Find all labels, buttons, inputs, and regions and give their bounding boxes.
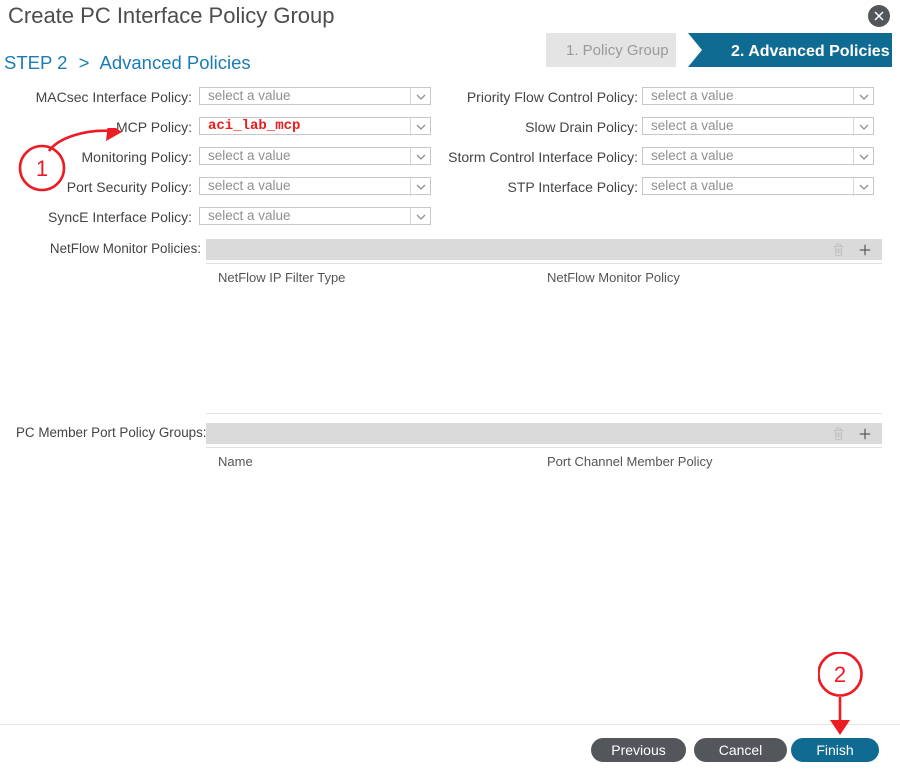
- svg-text:2. Advanced Policies: 2. Advanced Policies: [731, 43, 890, 60]
- svg-text:1. Policy Group: 1. Policy Group: [566, 42, 669, 59]
- svg-text:1: 1: [36, 156, 48, 181]
- svg-text:2: 2: [834, 662, 846, 687]
